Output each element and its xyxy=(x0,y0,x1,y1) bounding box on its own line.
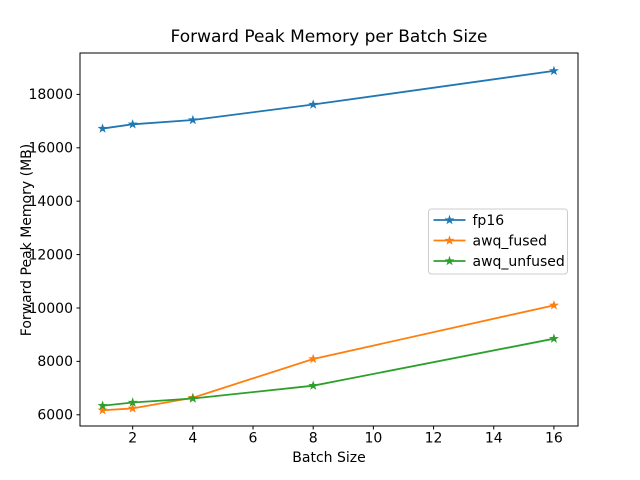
series-marker-fp16 xyxy=(127,119,138,129)
series-marker-awq_unfused xyxy=(308,380,319,390)
y-tick-label: 14000 xyxy=(28,194,73,210)
series-marker-awq_fused xyxy=(97,405,108,415)
x-tick-label: 4 xyxy=(188,431,197,447)
x-tick-label: 12 xyxy=(425,431,443,447)
x-tick-label: 2 xyxy=(128,431,137,447)
legend-marker-awq_fused xyxy=(444,235,455,245)
series-marker-awq_unfused xyxy=(97,400,108,410)
x-tick-label: 10 xyxy=(364,431,382,447)
legend-marker-awq_unfused xyxy=(444,255,455,266)
series-marker-awq_fused xyxy=(548,300,559,310)
legend-label-awq_fused: awq_fused xyxy=(473,234,548,250)
series-marker-fp16 xyxy=(187,114,198,125)
y-tick-label: 12000 xyxy=(28,247,73,263)
series-marker-fp16 xyxy=(97,123,108,133)
series-line-awq_fused xyxy=(101,304,555,412)
series-marker-awq_fused xyxy=(127,403,138,413)
series-marker-awq_unfused xyxy=(548,333,559,343)
series-marker-awq_unfused xyxy=(187,393,198,403)
legend-label-awq_unfused: awq_unfused xyxy=(473,254,565,270)
y-tick-label: 16000 xyxy=(28,141,73,157)
x-axis-label: Batch Size xyxy=(292,450,366,466)
y-tick-label: 6000 xyxy=(37,408,73,424)
legend-label-fp16: fp16 xyxy=(473,213,505,229)
series-marker-awq_unfused xyxy=(127,397,138,407)
y-tick-label: 10000 xyxy=(28,301,73,317)
series-marker-fp16 xyxy=(548,65,559,76)
series-marker-awq_fused xyxy=(308,353,319,364)
y-tick-label: 18000 xyxy=(28,87,73,103)
x-tick-label: 14 xyxy=(485,431,503,447)
y-tick-label: 8000 xyxy=(37,354,73,370)
legend-marker-fp16 xyxy=(444,214,455,225)
x-tick-label: 8 xyxy=(309,431,318,447)
legend-box xyxy=(428,208,568,275)
chart-title: Forward Peak Memory per Batch Size xyxy=(170,27,488,47)
x-tick-label: 6 xyxy=(249,431,258,447)
series-line-awq_unfused xyxy=(101,337,555,407)
x-tick-label: 16 xyxy=(545,431,563,447)
series-line-fp16 xyxy=(101,69,555,130)
axes-spines xyxy=(79,52,579,427)
series-marker-fp16 xyxy=(308,99,319,109)
